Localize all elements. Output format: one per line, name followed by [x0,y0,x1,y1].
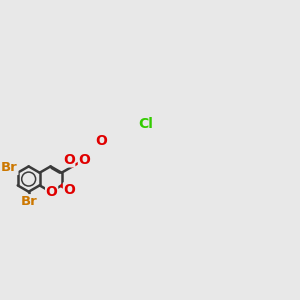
Text: Br: Br [20,195,37,208]
Text: O: O [96,134,108,148]
Text: O: O [64,183,75,197]
Text: O: O [63,153,75,167]
Text: Cl: Cl [138,117,153,131]
Text: Br: Br [1,161,18,175]
Text: O: O [78,153,90,166]
Text: O: O [46,185,58,199]
